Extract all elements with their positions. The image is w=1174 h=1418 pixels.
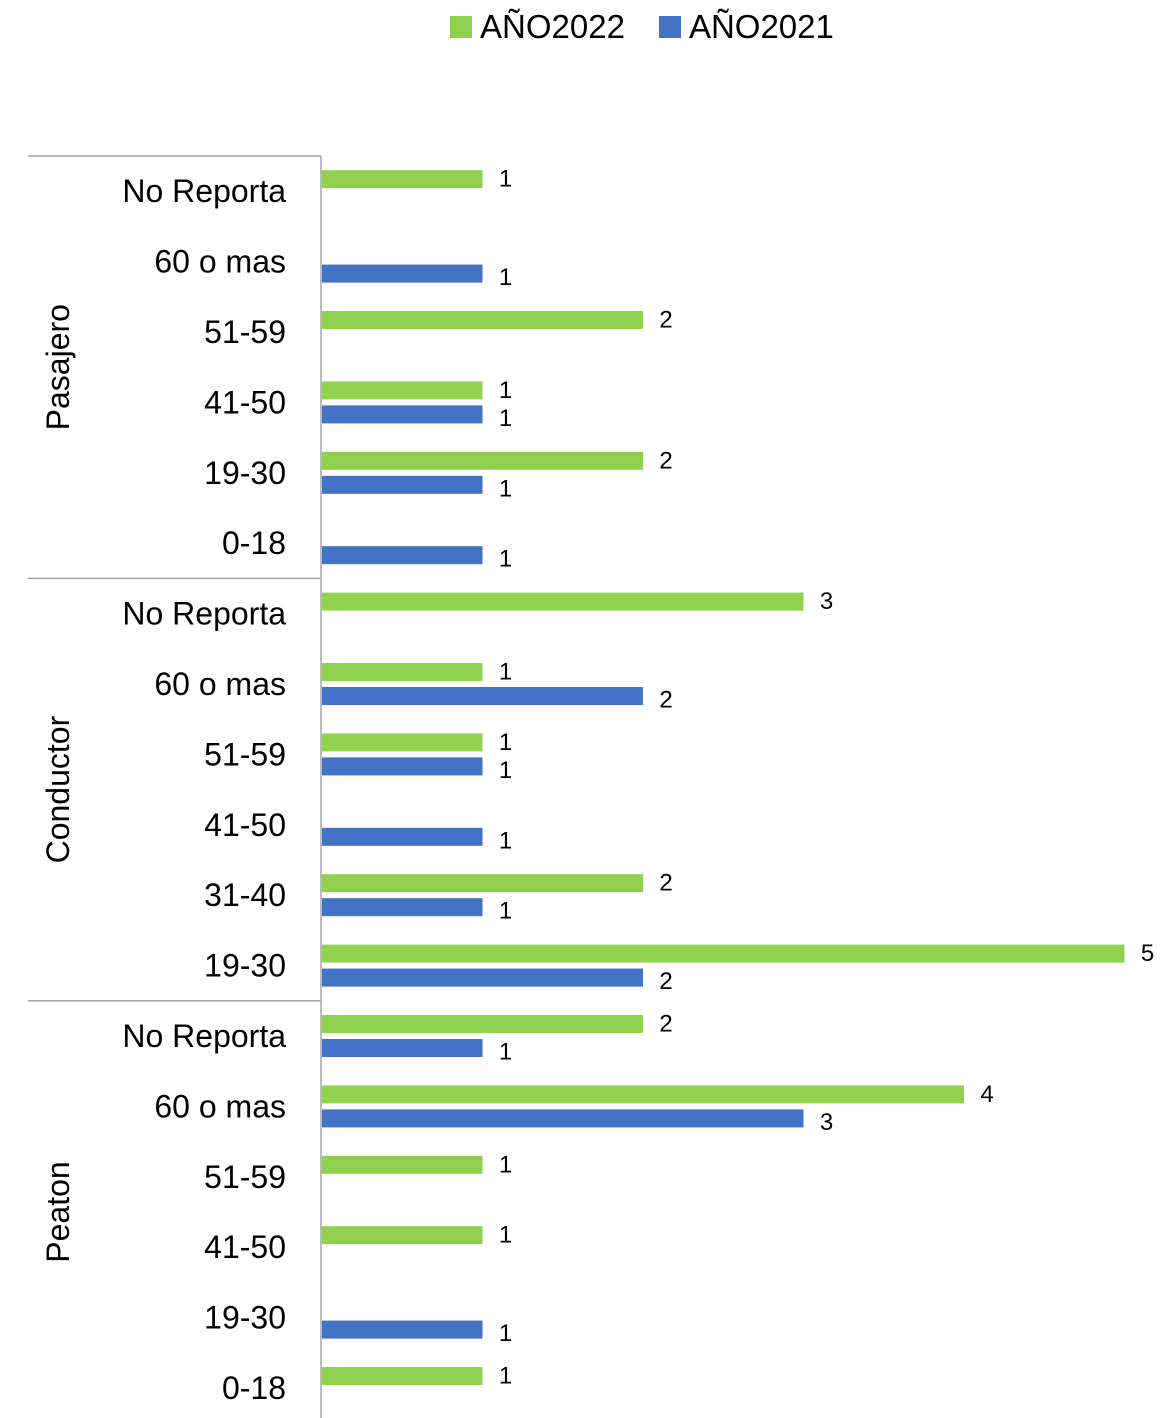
data-label-2021: 1 [499,1039,512,1066]
category-label: 19-30 [204,1300,286,1336]
category-label: 51-59 [204,1159,286,1195]
data-label-2021: 1 [499,264,512,291]
data-label-2021: 2 [659,968,672,995]
data-label-2022: 2 [659,1011,672,1038]
bar-2022 [322,1015,643,1033]
bar-2022 [322,874,643,893]
category-label: 31-40 [204,877,286,913]
data-label-2021: 1 [499,405,512,432]
bar-2022 [322,592,804,611]
data-label-2022: 1 [499,166,512,193]
bar-2021 [322,757,483,776]
data-label-2021: 1 [499,757,512,784]
data-label-2022: 1 [499,1151,512,1178]
category-label: 60 o mas [154,244,286,280]
bar-2022 [322,1085,964,1104]
legend-label-2022: AÑO2022 [480,8,625,45]
chart-legend: AÑO2022 AÑO2021 [450,8,834,46]
category-label: 19-30 [204,948,286,984]
data-label-2022: 2 [659,870,672,897]
bar-2022 [322,733,483,752]
category-label: 51-59 [204,736,286,772]
bar-2022 [322,170,483,189]
bar-2022 [322,1226,483,1245]
bar-2021 [322,1039,483,1057]
category-label: 41-50 [204,807,286,843]
bar-2022 [322,1155,483,1174]
bar-2021 [322,687,643,705]
bar-2021 [322,1109,804,1128]
data-label-2021: 2 [659,687,672,714]
legend-item-2021: AÑO2021 [658,8,834,46]
data-label-2021: 1 [499,827,512,854]
bar-2021 [322,1320,483,1339]
bar-2021 [322,968,643,987]
data-label-2022: 5 [1141,940,1154,967]
data-label-2022: 1 [499,729,512,756]
data-label-2022: 2 [659,447,672,474]
data-label-2022: 2 [659,307,672,334]
bar-2021 [322,546,483,565]
category-label: 60 o mas [154,1088,286,1124]
bar-2022 [322,451,643,470]
category-label: 41-50 [204,1229,286,1265]
bar-2022 [322,944,1125,963]
category-label: 41-50 [204,384,286,420]
data-label-2021: 3 [820,1109,833,1136]
data-label-2022: 4 [980,1081,993,1108]
bar-2021 [322,898,483,917]
group-label-conductor: Conductor [40,715,76,863]
data-label-2022: 3 [820,588,833,615]
legend-swatch-2022 [450,16,472,38]
category-label: 0-18 [222,1370,286,1406]
bar-2021 [322,405,483,424]
legend-item-2022: AÑO2022 [450,8,625,46]
category-label: 60 o mas [154,666,286,702]
category-label: No Reporta [122,173,286,209]
data-label-2022: 1 [499,377,512,404]
data-label-2021: 1 [499,475,512,502]
data-label-2021: 1 [499,546,512,573]
group-label-peaton: Peaton [40,1161,76,1262]
data-label-2022: 1 [499,659,512,686]
data-label-2021: 1 [499,898,512,925]
data-label-2022: 1 [499,1222,512,1249]
category-label: 19-30 [204,455,286,491]
data-label-2022: 1 [499,1363,512,1390]
category-label: No Reporta [122,596,286,632]
category-label: 51-59 [204,314,286,350]
bar-2021 [322,475,483,494]
group-label-pasajero: Pasajero [40,304,76,430]
bar-2022 [322,311,643,329]
category-label: No Reporta [122,1018,286,1054]
bar-2022 [322,1367,483,1385]
bar-2022 [322,381,483,400]
legend-label-2021: AÑO2021 [688,8,834,45]
legend-swatch-2021 [658,16,681,38]
bar-2021 [322,827,483,846]
category-label: 0-18 [222,525,286,561]
bar-2022 [322,663,483,681]
bar-2021 [322,264,483,283]
data-label-2021: 1 [499,1320,512,1347]
